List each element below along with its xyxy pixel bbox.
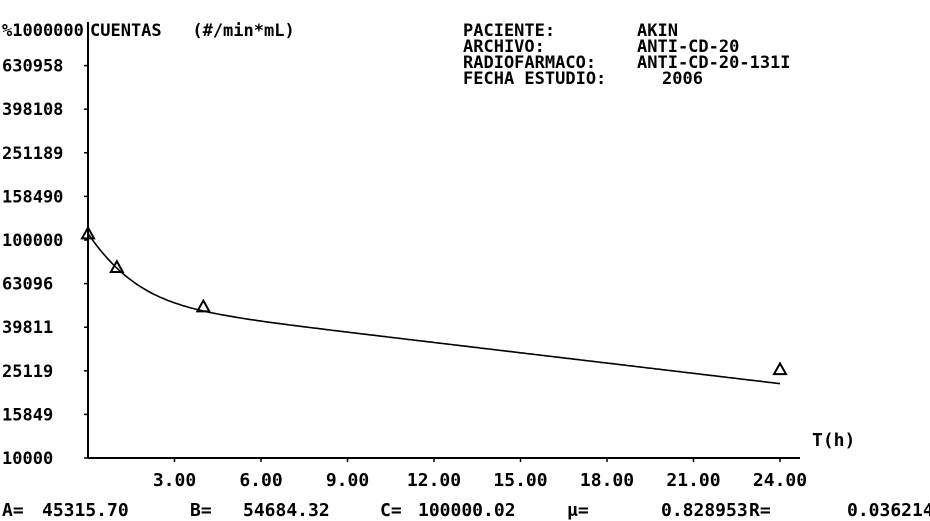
param-mu-value: 0.828953 [661,500,748,521]
x-tick-label: 18.00 [580,470,634,491]
fit-curve [87,233,781,385]
param-b-value: 54684.32 [243,500,330,521]
study-header: PACIENTE: AKIN ARCHIVO: ANTI-CD-20 RADIO… [463,21,791,89]
param-r-label: R= [749,500,771,521]
param-c-label: C= [380,500,402,521]
param-a-value: 45315.70 [42,500,129,521]
y-tick-label: 398108 [2,100,63,120]
x-axis-label: T(h) [812,430,855,451]
x-tick-label: 24.00 [753,470,807,491]
data-point-triangle [109,259,125,274]
y-ticks: 10000 15849 25119 39811 63096 100000 158490 251… [2,57,88,469]
header-value-paciente: AKIN [637,21,678,41]
x-ticks: 3.00 6.00 9.00 12.00 15.00 18.00 21.00 24.00 [153,458,807,491]
x-tick-label: 12.00 [407,470,461,491]
header-label-archivo: ARCHIVO: [463,37,545,57]
x-tick-label: 9.00 [326,470,369,491]
y-tick-label: 100000 [2,231,63,251]
param-r-value: 0.036214 [847,500,930,521]
header-value-fecha: 2006 [662,69,703,89]
data-point-triangle [195,298,212,313]
x-tick-label: 6.00 [239,470,282,491]
data-points [80,225,788,376]
header-label-fecha: FECHA ESTUDIO: [463,69,606,89]
data-point-triangle [80,225,96,240]
param-b-label: B= [190,500,212,521]
y-tick-label: 15849 [2,405,53,425]
y-tick-label: 10000 [2,449,53,469]
param-a-label: A= [2,500,24,521]
header-value-archivo: ANTI-CD-20 [637,37,739,57]
x-tick-label: 21.00 [666,470,720,491]
y-top-label: %1000000 [2,21,84,41]
y-axis-label: CUENTAS (#/min*mL) [90,21,295,41]
param-c-value: 100000.02 [418,500,516,521]
y-tick-label: 630958 [2,57,63,77]
y-tick-label: 251189 [2,144,63,164]
param-mu-label: μ= [567,500,589,521]
data-point-triangle [772,361,788,376]
header-label-paciente: PACIENTE: [463,21,555,41]
header-value-radiofarmaco: ANTI-CD-20-131I [637,53,791,73]
header-label-radiofarmaco: RADIOFARMACO: [463,53,596,73]
y-tick-label: 158490 [2,187,63,207]
y-tick-label: 25119 [2,362,53,382]
y-tick-label: 63096 [2,275,53,295]
y-tick-label: 39811 [2,318,53,338]
x-tick-label: 3.00 [153,470,196,491]
x-tick-label: 15.00 [493,470,547,491]
fit-parameters: A= 45315.70 B= 54684.32 C= 100000.02 μ= … [2,500,930,521]
